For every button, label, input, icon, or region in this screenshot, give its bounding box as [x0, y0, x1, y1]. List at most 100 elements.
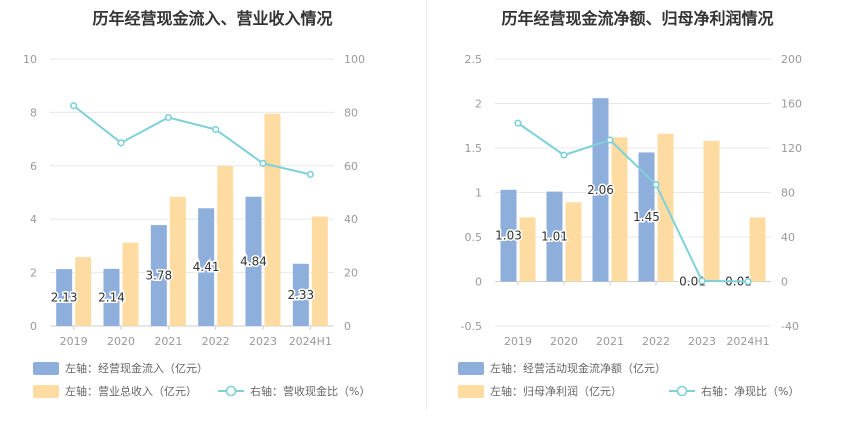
ratio-line-point [652, 181, 660, 189]
y-right-tick-label: 20 [344, 267, 358, 280]
legend-swatch-line-point [676, 385, 688, 397]
ratio-line-point [560, 151, 568, 159]
y-right-tick-label: 40 [344, 213, 358, 226]
legend-swatch-bar1 [458, 362, 484, 375]
bar-revenue [264, 113, 281, 326]
y-left-tick-label: 10 [23, 53, 37, 66]
bar-revenue [75, 257, 92, 326]
ratio-line-point [164, 113, 172, 122]
bar-data-label: 1.45 [633, 210, 660, 224]
chart-panel-left: 历年经营现金流入、营业收入情况 0 2 4 6 8 10 0 20 40 60 80 100 2019 2… [23, 9, 370, 398]
chart-svg-right: -0.5 0 0.5 1 1.5 2 2.5 -40 0 40 80 120 160 200 2019 202… [458, 53, 802, 398]
x-tick-label: 2021 [154, 335, 182, 348]
chart-title-left: 历年经营现金流入、营业收入情况 [92, 9, 333, 28]
y-left-tick-label: -0.5 [461, 320, 482, 333]
y-right-tick-label: 100 [344, 53, 365, 66]
y-right-tick-label: 120 [781, 142, 802, 155]
ratio-line [73, 104, 311, 176]
legend-label: 左轴：营业总收入（亿元） [65, 384, 197, 398]
ratio-line-point [698, 277, 706, 285]
ratio-line-point [70, 102, 78, 110]
x-tick-label: 2024H1 [289, 335, 332, 348]
x-tick-label: 2021 [596, 335, 624, 348]
bar-data-label: 1.01 [541, 230, 568, 244]
y-right-tick-label: 80 [781, 187, 795, 200]
y-right-tick-label: 0 [781, 276, 788, 289]
bar-revenue [311, 216, 328, 326]
y-left-tick-label: 2 [30, 267, 37, 280]
y-left-tick-label: 2.5 [465, 53, 483, 66]
y-left-tick-label: 8 [30, 106, 37, 119]
bar-net-profit [565, 202, 582, 282]
x-tick-label: 2024H1 [726, 335, 769, 348]
bar-cash-inflow [150, 225, 167, 326]
bar-net-cashflow [546, 191, 563, 282]
ratio-line-point [514, 119, 522, 127]
y-right-tick-label: 0 [344, 320, 351, 333]
bar-data-label: 4.41 [193, 260, 220, 274]
panel-divider [426, 0, 427, 410]
bar-net-profit [749, 217, 766, 282]
ratio-line-point [117, 139, 125, 147]
ratio-line-point [606, 136, 614, 144]
ratio-line-point [259, 159, 267, 167]
y-left-tick-label: 2 [475, 98, 482, 111]
chart-panel-right: 历年经营现金流净额、归母净利润情况 -0.5 0 0.5 1 1.5 2 2.5 -40 0 40… [425, 0, 850, 437]
x-tick-label: 2023 [249, 335, 277, 348]
ratio-line-point [744, 277, 752, 286]
bar-revenue [122, 242, 139, 326]
x-tick-label: 2022 [202, 335, 230, 348]
legend-label: 左轴：经营活动现金流净额（亿元） [490, 361, 666, 375]
bar-cash-inflow [103, 268, 120, 326]
bar-revenue [169, 196, 186, 326]
legend-label: 右轴：净现比（%） [701, 384, 799, 398]
y-right-tick-label: 40 [781, 231, 795, 244]
legend-swatch-bar2 [458, 385, 484, 398]
legend-label: 左轴：经营现金流入（亿元） [65, 361, 208, 375]
bar-net-cashflow [500, 189, 517, 282]
y-left-tick-label: 0 [475, 276, 482, 289]
bar-revenue [217, 166, 234, 326]
bar-data-label: 2.13 [51, 291, 78, 305]
legend-swatch-bar2 [33, 385, 59, 398]
bar-net-cashflow [638, 152, 655, 282]
bar-net-profit [611, 137, 628, 282]
bar-net-profit [519, 217, 536, 282]
x-tick-label: 2022 [642, 335, 670, 348]
y-right-tick-label: 160 [781, 98, 802, 111]
x-tick-label: 2019 [504, 335, 532, 348]
bar-cash-inflow [56, 269, 73, 326]
bar-net-cashflow [684, 280, 701, 282]
x-tick-label: 2019 [60, 335, 88, 348]
legend-swatch-bar1 [33, 362, 59, 375]
y-right-tick-label: 200 [781, 53, 802, 66]
y-right-tick-label: 60 [344, 160, 358, 173]
bar-data-label: 3.78 [145, 269, 172, 283]
ratio-line-point [306, 170, 314, 178]
legend-label: 左轴：归母净利润（亿元） [490, 384, 622, 398]
bar-net-profit [703, 140, 720, 282]
bar-data-label: 4.84 [240, 254, 267, 268]
y-left-tick-label: 1 [475, 187, 482, 200]
bar-data-label: 2.33 [287, 288, 314, 302]
y-right-tick-label: -40 [781, 320, 799, 333]
y-right-tick-label: 80 [344, 106, 358, 119]
ratio-line-point [212, 125, 220, 134]
bar-data-label: 2.06 [587, 183, 614, 197]
bar-cash-inflow [198, 208, 215, 326]
y-left-tick-label: 1.5 [465, 142, 483, 155]
bar-data-label: 2.14 [98, 290, 125, 304]
y-left-tick-label: 6 [30, 160, 37, 173]
legend-swatch-line-point [225, 385, 237, 397]
ratio-line [517, 122, 749, 283]
legend-label: 右轴：营收现金比（%） [250, 384, 370, 398]
bar-cash-inflow [245, 196, 262, 326]
y-left-tick-label: 4 [30, 213, 37, 226]
y-left-tick-label: 0.5 [465, 231, 483, 244]
bar-data-label: 1.03 [495, 229, 522, 243]
bar-cash-inflow [292, 263, 309, 326]
x-tick-label: 2020 [107, 335, 135, 348]
bar-net-profit [657, 133, 674, 282]
y-left-tick-label: 0 [30, 320, 37, 333]
